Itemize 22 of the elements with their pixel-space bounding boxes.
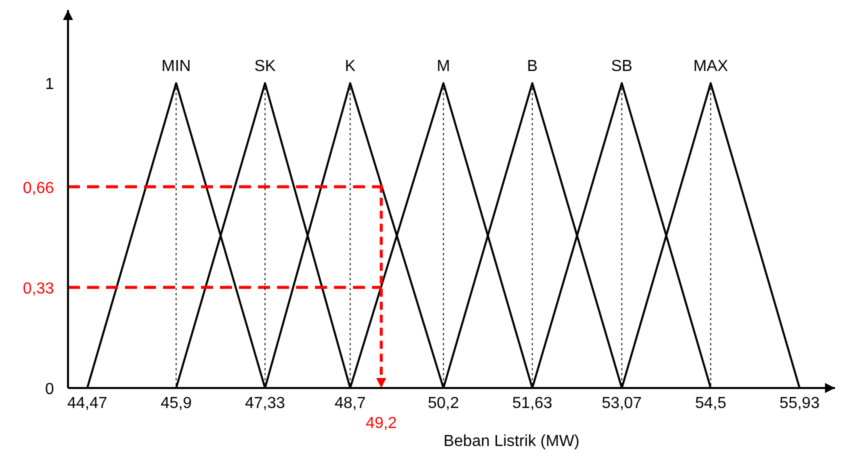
x-tick-label: 51,63 [512,395,552,412]
x-axis-title: Beban Listrik (MW) [443,433,580,450]
x-tick-label: 44,47 [67,395,108,412]
x-tick-label: 45,9 [160,395,192,412]
series-label: K [344,58,356,76]
x-tick-label: 50,2 [428,395,460,412]
y-tick-label: 1 [45,76,54,94]
y-tick-label: 0,33 [22,280,54,298]
series-label: MIN [161,58,191,76]
series-label: SK [254,58,276,76]
y-tick-label: 0 [45,381,54,398]
x-tick-label: 48,7 [334,395,366,412]
x-tick-label: 54,5 [695,395,726,412]
series-label: SB [611,58,632,76]
ref-line-label: 49,2 [366,415,397,432]
series-label: MAX [693,58,728,76]
x-tick-label: 47,33 [245,395,286,412]
series-label: M [436,58,450,76]
y-tick-label: 0,66 [22,180,54,197]
x-tick-label: 53,07 [602,395,642,412]
series-label: B [526,58,538,76]
x-tick-label: 55,93 [780,395,820,412]
